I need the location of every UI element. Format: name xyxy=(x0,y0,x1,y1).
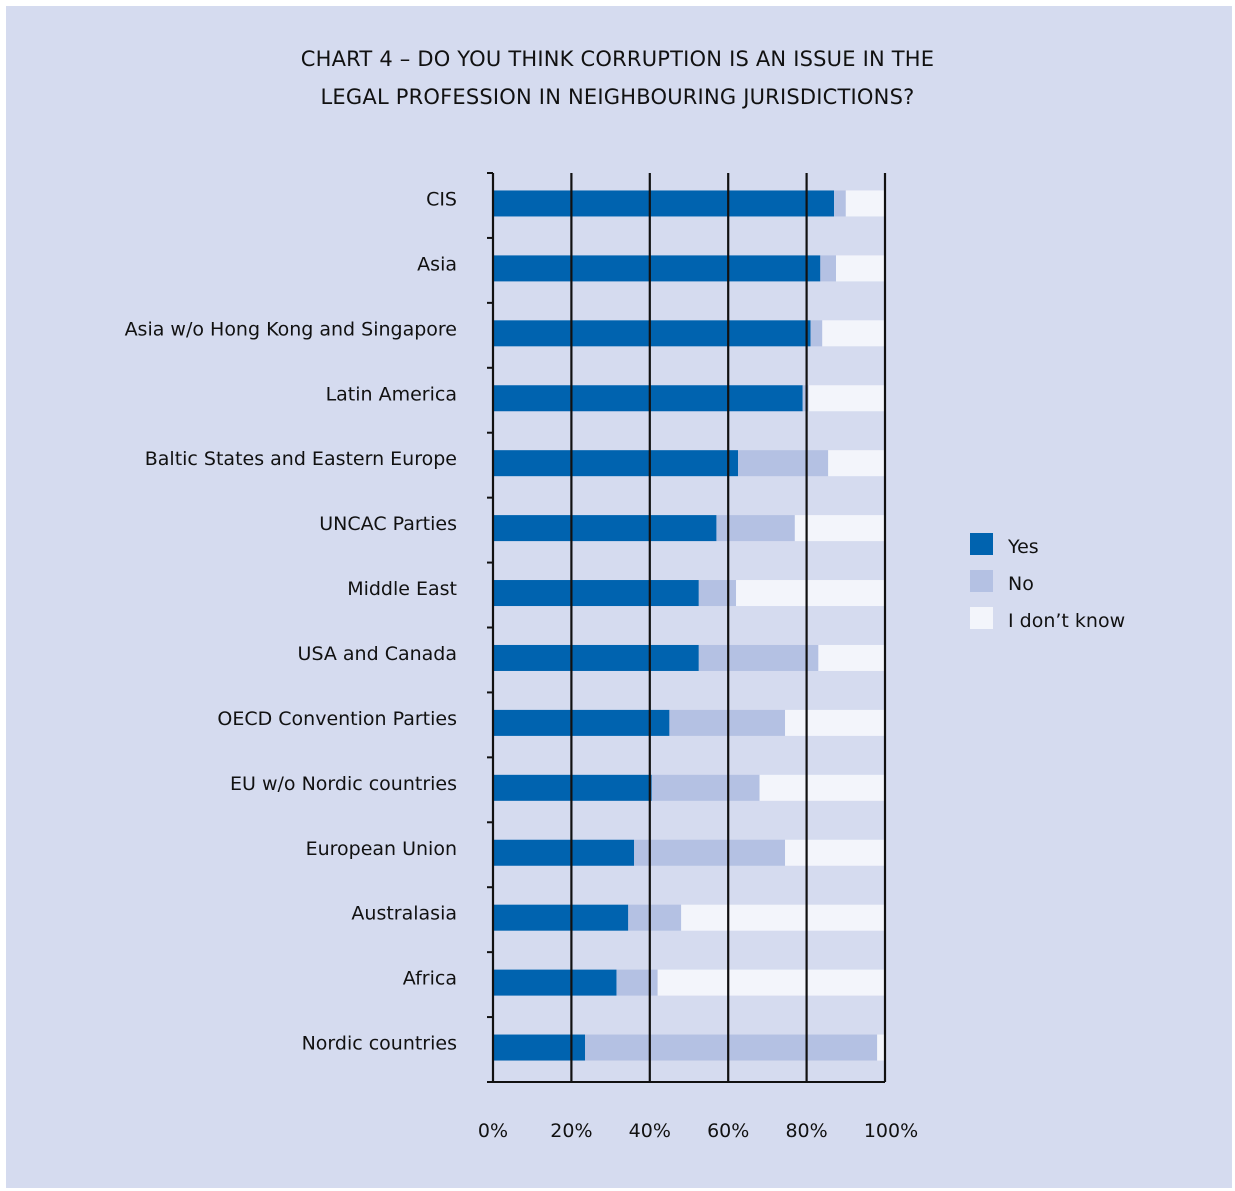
category-label: Middle East xyxy=(347,578,457,600)
bar-yes-3 xyxy=(493,385,803,412)
bar-no-12 xyxy=(616,969,658,996)
bar-no-1 xyxy=(820,255,836,282)
x-tick-label: 20% xyxy=(550,1120,592,1142)
bar-i-don-t-know-8 xyxy=(785,709,885,736)
bar-i-don-t-know-11 xyxy=(681,904,885,931)
x-tick-label: 40% xyxy=(629,1120,671,1142)
bar-i-don-t-know-3 xyxy=(808,385,885,412)
bar-yes-13 xyxy=(493,1034,586,1061)
bar-yes-2 xyxy=(493,320,811,347)
chart-title: CHART 4 – DO YOU THINK CORRUPTION IS AN … xyxy=(0,40,1235,116)
bar-i-don-t-know-13 xyxy=(877,1034,885,1061)
bar-no-11 xyxy=(628,904,682,931)
bar-no-13 xyxy=(585,1034,878,1061)
category-label: OECD Convention Parties xyxy=(217,708,457,730)
legend-label: Yes xyxy=(1007,536,1039,558)
bar-yes-10 xyxy=(493,839,635,866)
bar-i-don-t-know-12 xyxy=(657,969,885,996)
x-tick-label: 0% xyxy=(478,1120,508,1142)
bar-no-10 xyxy=(634,839,786,866)
bar-yes-11 xyxy=(493,904,629,931)
bar-i-don-t-know-0 xyxy=(845,190,885,217)
bar-i-don-t-know-6 xyxy=(736,580,885,607)
category-label: Africa xyxy=(403,968,457,990)
x-tick-label: 60% xyxy=(707,1120,749,1142)
bar-yes-5 xyxy=(493,515,717,542)
bar-no-4 xyxy=(738,450,829,477)
bar-i-don-t-know-1 xyxy=(836,255,885,282)
bar-no-9 xyxy=(651,774,760,801)
category-label: USA and Canada xyxy=(298,643,457,665)
bar-yes-6 xyxy=(493,580,699,607)
bar-i-don-t-know-9 xyxy=(759,774,885,801)
category-label: Baltic States and Eastern Europe xyxy=(145,448,457,470)
bar-i-don-t-know-7 xyxy=(818,644,885,671)
x-tick-label: 100% xyxy=(864,1120,918,1142)
chart-title-line-1: CHART 4 – DO YOU THINK CORRUPTION IS AN … xyxy=(300,47,935,71)
bar-yes-1 xyxy=(493,255,821,282)
category-label: Asia w/o Hong Kong and Singapore xyxy=(125,318,457,340)
bar-i-don-t-know-2 xyxy=(822,320,885,347)
category-label: Asia xyxy=(417,253,457,275)
category-label: UNCAC Parties xyxy=(319,513,457,535)
legend-swatch xyxy=(970,607,993,629)
legend-label: No xyxy=(1008,573,1034,595)
legend-swatch xyxy=(970,570,993,592)
category-label: EU w/o Nordic countries xyxy=(230,773,457,795)
bar-no-2 xyxy=(810,320,823,347)
bar-yes-8 xyxy=(493,709,670,736)
bar-no-5 xyxy=(716,515,795,542)
bar-yes-0 xyxy=(493,190,835,217)
bar-no-7 xyxy=(698,644,819,671)
bar-yes-12 xyxy=(493,969,617,996)
category-label: CIS xyxy=(426,188,457,210)
legend-swatch xyxy=(970,533,993,555)
bar-i-don-t-know-10 xyxy=(785,839,885,866)
bar-i-don-t-know-5 xyxy=(794,515,885,542)
category-label: Nordic countries xyxy=(302,1033,457,1055)
bar-no-6 xyxy=(698,580,737,607)
bar-yes-7 xyxy=(493,644,699,671)
bar-yes-4 xyxy=(493,450,738,477)
x-tick-label: 80% xyxy=(785,1120,827,1142)
category-label: European Union xyxy=(306,838,457,860)
category-label: Australasia xyxy=(351,903,457,925)
legend-label: I don’t know xyxy=(1008,610,1125,632)
category-label: Latin America xyxy=(326,383,457,405)
bar-i-don-t-know-4 xyxy=(828,450,885,477)
chart-title-line-2: LEGAL PROFESSION IN NEIGHBOURING JURISDI… xyxy=(320,85,915,109)
bar-no-0 xyxy=(834,190,846,217)
